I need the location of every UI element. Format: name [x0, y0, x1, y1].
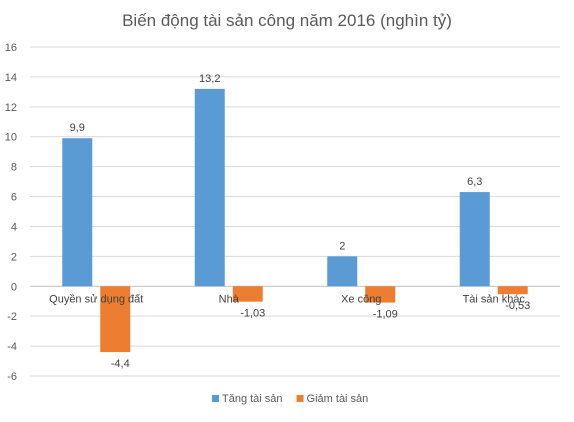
bar-increase: [194, 88, 225, 287]
bar-increase: [459, 192, 490, 287]
bar-decrease: [365, 286, 396, 303]
y-tick-label: 8: [11, 162, 17, 174]
legend-label: Tăng tài sản: [222, 393, 283, 405]
y-tick-label: 0: [11, 281, 17, 293]
category-label: Nhà: [219, 293, 240, 305]
data-label: 2: [339, 240, 345, 252]
category-label: Xe công: [341, 293, 381, 305]
data-label: -4,4: [111, 358, 130, 370]
legend: Tăng tài sản Giảm tài sản: [212, 393, 368, 405]
legend-swatch: [296, 395, 304, 402]
category-labels: Quyền sử dụng đất Nhà Xe công Tài sản khác: [49, 293, 525, 305]
data-label: 6,3: [467, 176, 482, 188]
bar-decrease: [497, 286, 528, 295]
y-tick-label: -4: [7, 341, 17, 353]
bar-decrease: [232, 286, 263, 302]
bar-increase: [62, 138, 93, 287]
y-tick-label: 4: [11, 221, 17, 233]
category-label: Tài sản khác: [463, 293, 526, 305]
bars: [62, 88, 528, 353]
legend-swatch: [212, 395, 219, 402]
category-label: Quyền sử dụng đất: [49, 293, 143, 305]
y-tick-label: 10: [5, 132, 17, 144]
data-label: 13,2: [199, 73, 220, 85]
legend-label: Giảm tài sản: [307, 393, 369, 405]
data-labels: 9,9 -4,4 13,2 -1,03 2 -1,09 6,3 -0,53: [70, 73, 531, 370]
y-axis-ticks: -6 -4 -2 0 2 4 6 8 10 12 14 16: [5, 42, 17, 383]
data-label: 9,9: [70, 122, 85, 134]
y-tick-label: -2: [7, 311, 17, 323]
bar-increase: [327, 256, 358, 287]
y-tick-label: 14: [5, 72, 17, 84]
data-label: -1,09: [373, 309, 398, 321]
chart-title: Biến động tài sản công năm 2016 (nghìn t…: [122, 11, 452, 30]
y-tick-label: 12: [5, 102, 17, 114]
data-label: -1,03: [240, 308, 265, 320]
y-tick-label: 6: [11, 192, 17, 204]
bar-decrease: [100, 286, 131, 353]
y-tick-label: 16: [5, 42, 17, 54]
y-tick-label: 2: [11, 251, 17, 263]
y-tick-label: -6: [7, 371, 17, 383]
data-label: -0,53: [505, 300, 530, 312]
